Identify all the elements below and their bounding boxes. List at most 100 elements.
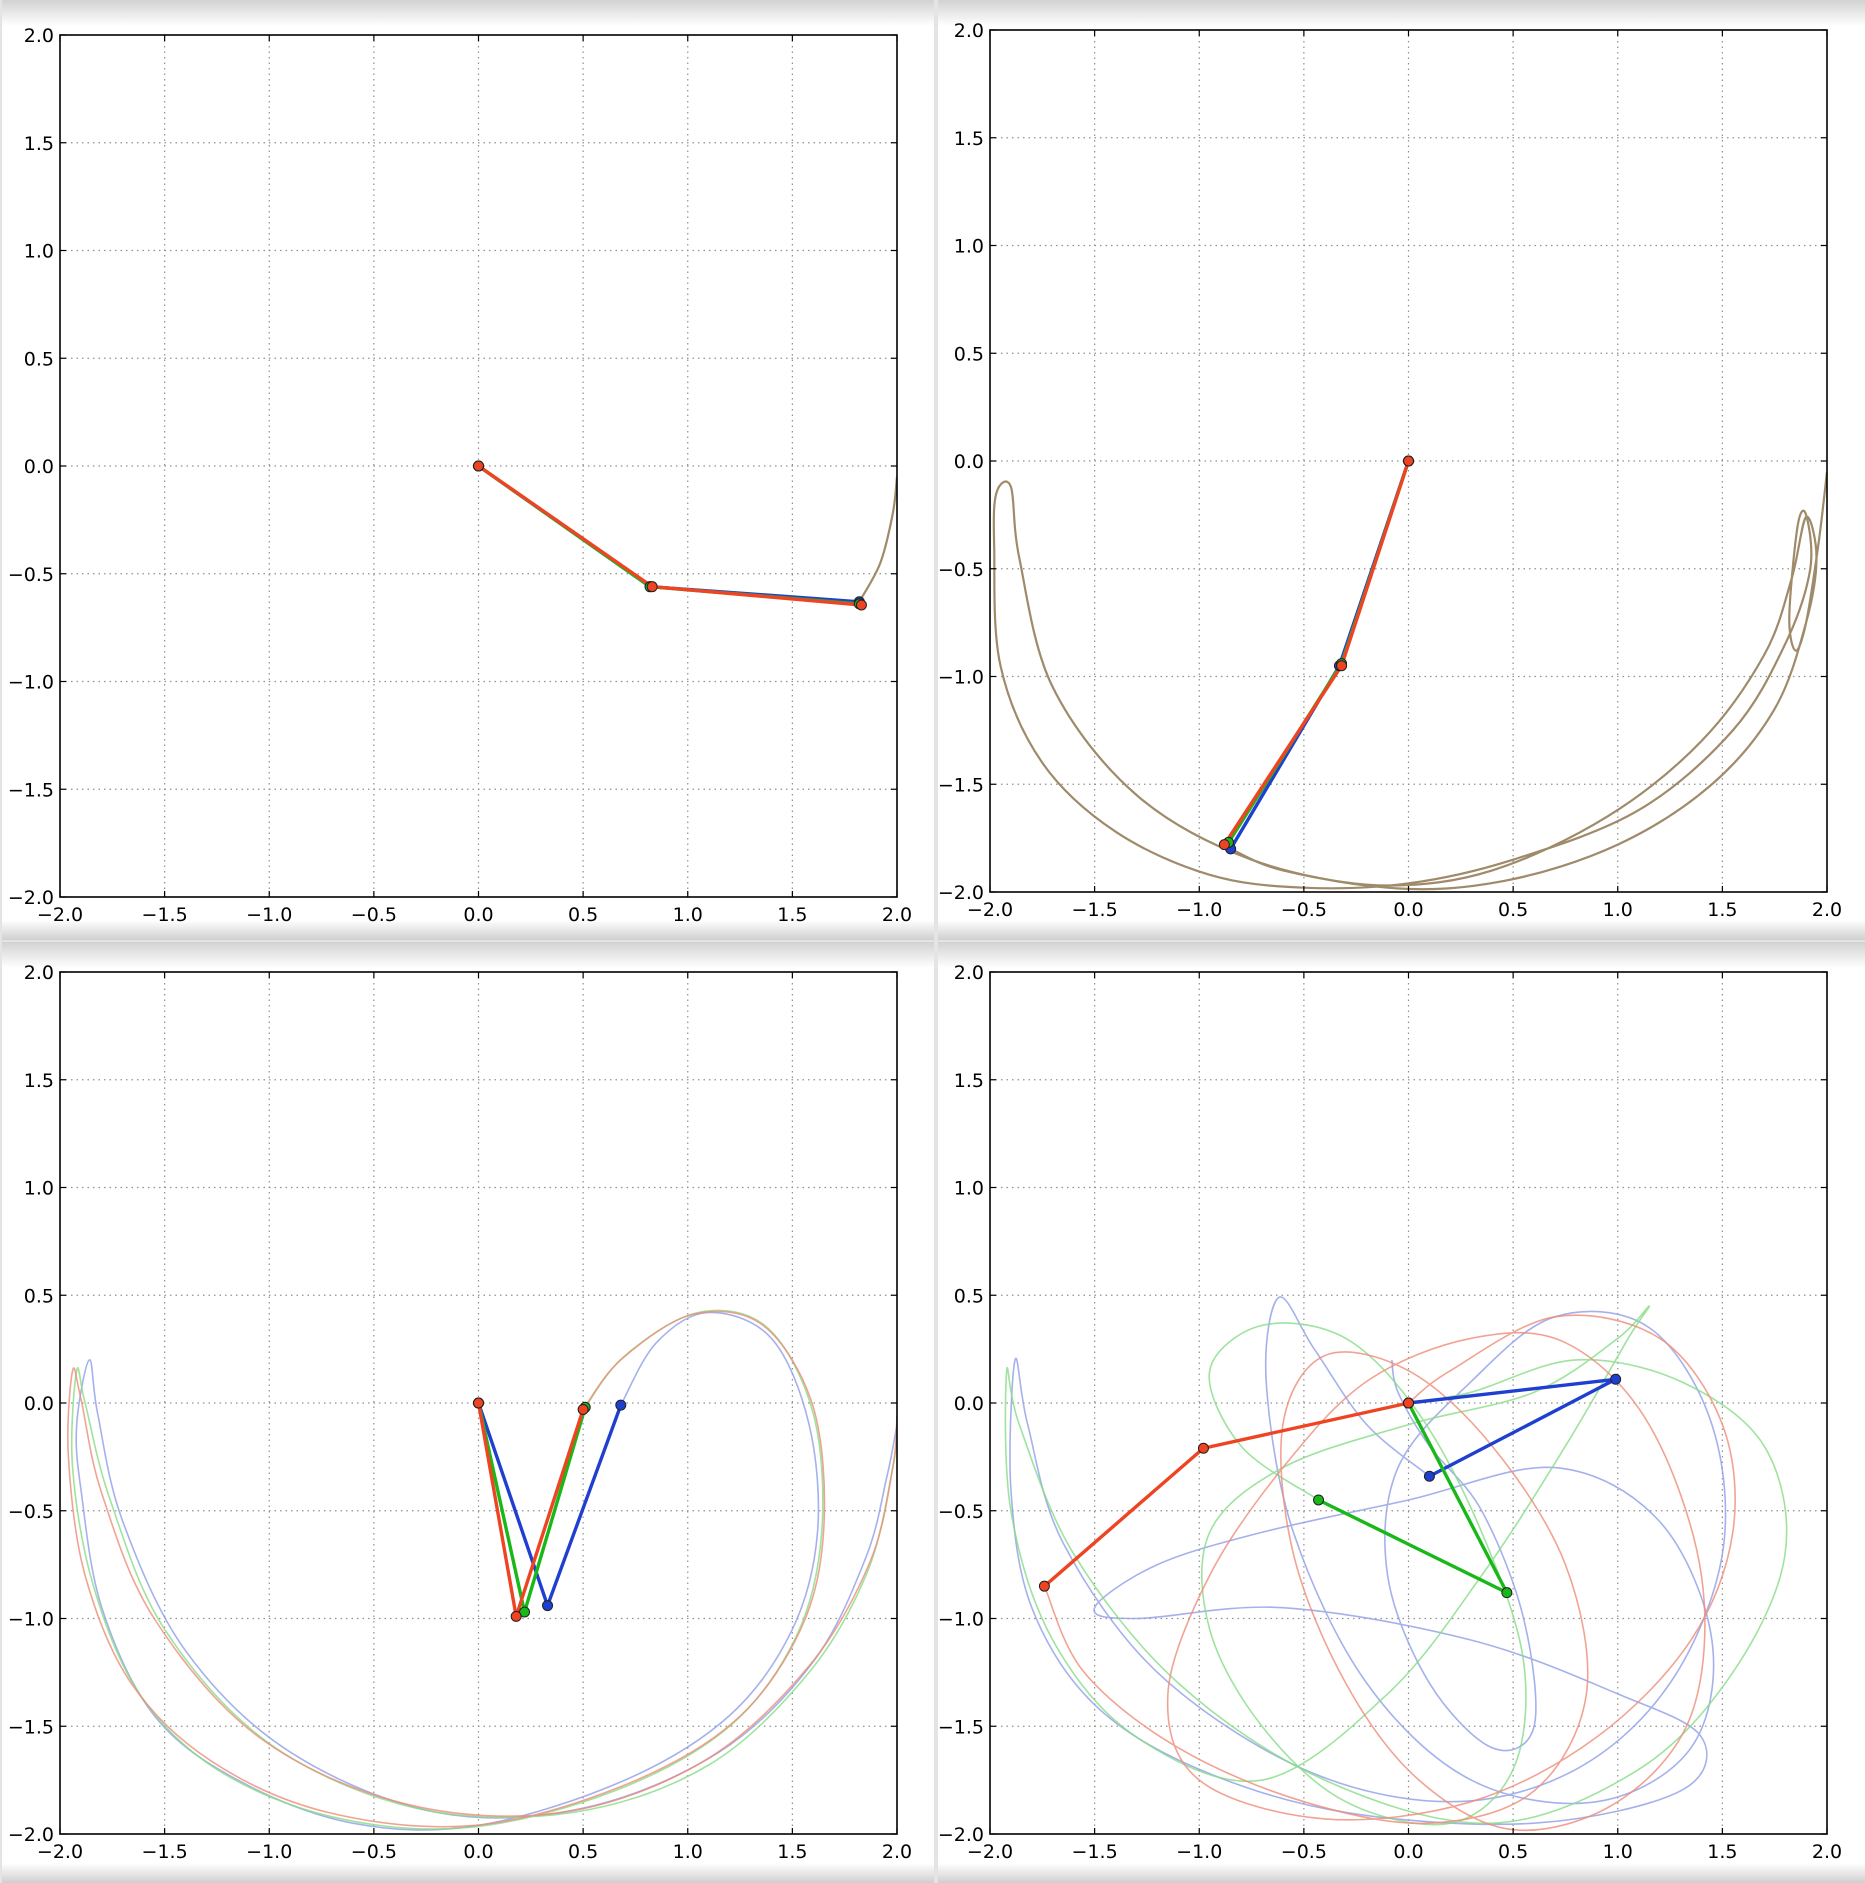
pendulum-joint-red [510, 1610, 522, 1622]
trajectory-group [992, 471, 1827, 891]
pendulum-joint-red [855, 599, 867, 611]
y-tick-label: −2.0 [8, 1824, 54, 1846]
x-tick-label: −0.5 [351, 904, 397, 926]
trajectory-blue [992, 471, 1827, 891]
y-tick-label: 1.0 [954, 1178, 984, 1200]
y-tick-label: 1.5 [954, 1070, 984, 1092]
y-tick-label: 0.0 [24, 456, 54, 478]
pendulum-chart: −2.0 −1.5 −1.0 −0.5 0.0 0.5 1.0 1.5 2.0 −2.0 −1.5 −… [8, 962, 912, 1863]
pendulum-joint-red [1336, 660, 1348, 672]
y-tick-label: 0.5 [24, 1285, 54, 1307]
trajectory-blue [1009, 1296, 1727, 1826]
pendulum-chart: −2.0 −1.5 −1.0 −0.5 0.0 0.5 1.0 1.5 2.0 −2.0 −1.5 −… [938, 962, 1842, 1863]
pivot-point [473, 1397, 484, 1409]
y-tick-label: 1.0 [24, 241, 54, 263]
pendulum-plot-panel-4: −2.0 −1.5 −1.0 −0.5 0.0 0.5 1.0 1.5 2.0 −2.0 −1.5 −… [938, 942, 1865, 1883]
y-tick-label: −1.0 [8, 1609, 54, 1631]
y-tick-label: −2.0 [8, 887, 54, 909]
y-tick-label: 2.0 [954, 20, 984, 42]
pendulum-joint-blue [1423, 1470, 1435, 1482]
y-tick-label: −1.0 [938, 1609, 984, 1631]
pendulum-joint-green [1313, 1494, 1325, 1506]
y-tick-label: −0.5 [938, 1501, 984, 1523]
x-tick-label: 2.0 [1812, 899, 1842, 921]
x-tick-label: −1.5 [1072, 899, 1118, 921]
y-tick-label: −1.0 [8, 672, 54, 694]
y-tick-label: −1.5 [8, 1716, 54, 1738]
y-tick-label: 2.0 [24, 25, 54, 47]
trajectory-group [67, 1309, 897, 1831]
x-tick-label: −2.0 [967, 1841, 1013, 1863]
y-tick-label: 0.0 [954, 451, 984, 473]
x-tick-label: −2.0 [967, 899, 1013, 921]
pendulum-joint-red [1218, 839, 1230, 851]
y-tick-label: −1.0 [938, 667, 984, 689]
x-tick-label: −1.5 [142, 904, 188, 926]
pendulum-plot-panel-2: −2.0 −1.5 −1.0 −0.5 0.0 0.5 1.0 1.5 2.0 −2.0 −1.5 −… [938, 0, 1865, 940]
y-tick-label: 2.0 [954, 962, 984, 984]
x-tick-label: −2.0 [37, 1841, 83, 1863]
x-tick-label: 0.5 [568, 1841, 598, 1863]
x-tick-label: −1.5 [142, 1841, 188, 1863]
x-tick-label: 1.5 [777, 904, 807, 926]
pendulum-joint-red [646, 581, 658, 593]
y-tick-label: 1.0 [954, 236, 984, 258]
x-tick-label: −1.0 [246, 1841, 292, 1863]
y-tick-label: −1.5 [938, 1716, 984, 1738]
pendulum-joint-blue [615, 1399, 627, 1411]
y-tick-label: −0.5 [8, 564, 54, 586]
x-tick-label: 1.0 [673, 904, 703, 926]
pendulum-joint-blue [1610, 1373, 1622, 1385]
y-tick-label: 1.5 [24, 133, 54, 155]
y-tick-label: 0.5 [954, 1285, 984, 1307]
trajectory-red [67, 1310, 897, 1828]
pendulum-joint-red [577, 1403, 589, 1415]
x-tick-label: 0.0 [463, 1841, 493, 1863]
x-tick-label: 1.0 [673, 1841, 703, 1863]
y-tick-label: −0.5 [938, 559, 984, 581]
y-tick-label: 1.5 [954, 128, 984, 150]
trajectory-group [858, 476, 897, 603]
x-tick-label: −1.0 [1176, 899, 1222, 921]
x-tick-label: −1.0 [1176, 1841, 1222, 1863]
y-tick-label: 1.0 [24, 1178, 54, 1200]
x-tick-label: −2.0 [37, 904, 83, 926]
y-tick-label: 0.0 [954, 1393, 984, 1415]
y-tick-label: −2.0 [938, 882, 984, 904]
y-tick-label: 0.5 [954, 343, 984, 365]
pendulum-chart: −2.0 −1.5 −1.0 −0.5 0.0 0.5 1.0 1.5 2.0 −2.0 −1.5 −… [8, 25, 912, 926]
x-tick-label: 0.0 [463, 904, 493, 926]
pivot-point [1403, 455, 1414, 467]
x-tick-label: 2.0 [1812, 1841, 1842, 1863]
pendulum-plot-panel-1: −2.0 −1.5 −1.0 −0.5 0.0 0.5 1.0 1.5 2.0 −2.0 −1.5 −… [2, 0, 934, 940]
x-tick-label: −1.0 [246, 904, 292, 926]
y-tick-label: −1.5 [8, 779, 54, 801]
pivot-point [473, 460, 484, 472]
y-tick-label: 0.0 [24, 1393, 54, 1415]
trajectory-red [1043, 1314, 1736, 1832]
x-tick-label: 1.0 [1603, 1841, 1633, 1863]
x-tick-label: 0.0 [1393, 1841, 1423, 1863]
x-tick-label: 2.0 [882, 1841, 912, 1863]
x-tick-label: 0.5 [1498, 899, 1528, 921]
trajectory-green [1004, 1305, 1788, 1826]
pendulum-joint-red [1197, 1442, 1209, 1454]
x-tick-label: 0.5 [568, 904, 598, 926]
pendulum-joint-blue [542, 1600, 554, 1612]
pivot-point [1403, 1397, 1414, 1409]
trajectory-blue [858, 476, 897, 603]
x-tick-label: 1.0 [1603, 899, 1633, 921]
x-tick-label: −0.5 [1281, 899, 1327, 921]
x-tick-label: −0.5 [1281, 1841, 1327, 1863]
pendulum-joint-green [1501, 1587, 1513, 1599]
x-tick-label: 2.0 [882, 904, 912, 926]
x-tick-label: 1.5 [1707, 899, 1737, 921]
x-tick-label: 0.0 [1393, 899, 1423, 921]
x-tick-label: −1.5 [1072, 1841, 1118, 1863]
y-tick-label: −0.5 [8, 1501, 54, 1523]
y-tick-label: 0.5 [24, 348, 54, 370]
x-tick-label: 0.5 [1498, 1841, 1528, 1863]
y-tick-label: −1.5 [938, 774, 984, 796]
y-tick-label: 1.5 [24, 1070, 54, 1092]
trajectory-green [70, 1309, 897, 1830]
